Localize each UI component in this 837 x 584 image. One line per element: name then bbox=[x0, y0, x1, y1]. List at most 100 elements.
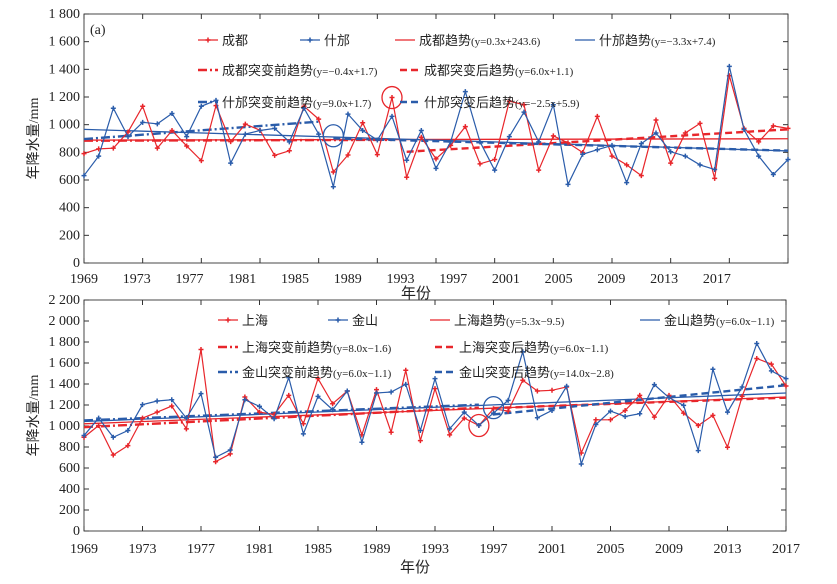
legend-item: 金山突变后趋势(y=14.0x−2.8) bbox=[435, 365, 614, 380]
data-point bbox=[125, 129, 131, 135]
highlight-circle bbox=[468, 413, 490, 438]
legend-equation: (y=−0.4x+1.7) bbox=[313, 66, 378, 78]
data-point bbox=[257, 403, 262, 409]
x-tick-label: 1981 bbox=[246, 542, 274, 557]
y-tick-label: 400 bbox=[59, 201, 80, 216]
data-point bbox=[712, 175, 718, 181]
legend-item: 什邡 bbox=[300, 33, 350, 48]
legend-equation: (y=0.3x+243.6) bbox=[471, 36, 541, 48]
x-tick-label: 1973 bbox=[123, 272, 151, 287]
highlight-circle bbox=[322, 124, 344, 148]
y-tick-label: 1 000 bbox=[49, 118, 81, 133]
data-point bbox=[360, 127, 366, 133]
data-point bbox=[520, 377, 526, 383]
x-tick-label: 1989 bbox=[334, 272, 362, 287]
legend-name: 金山 bbox=[352, 313, 378, 328]
data-point bbox=[183, 415, 189, 421]
data-point bbox=[198, 103, 204, 109]
data-point bbox=[565, 140, 571, 146]
legend-equation: (y=6.0x−1.1) bbox=[716, 316, 775, 328]
y-tick-label: 600 bbox=[59, 461, 80, 476]
x-tick-label: 2009 bbox=[597, 272, 625, 287]
data-point bbox=[330, 184, 336, 190]
data-point bbox=[286, 392, 292, 398]
data-point bbox=[140, 415, 145, 421]
data-point bbox=[462, 124, 468, 130]
legend-item: 金山趋势(y=6.0x−1.1) bbox=[640, 313, 775, 328]
data-point bbox=[154, 145, 160, 151]
x-axis-title: 年份 bbox=[400, 559, 430, 576]
series-line-成都 bbox=[83, 75, 789, 180]
data-point bbox=[594, 147, 600, 153]
legend-item: 上海 bbox=[218, 313, 268, 328]
legend-equation: (y=−2.5x+5.9) bbox=[515, 98, 580, 110]
legend-name: 金山趋势 bbox=[664, 313, 716, 328]
series-line-金山 bbox=[83, 341, 787, 467]
data-point bbox=[492, 157, 498, 163]
data-point bbox=[198, 158, 204, 164]
data-point bbox=[681, 410, 687, 416]
data-point bbox=[286, 139, 292, 145]
legend-equation: (y=6.0x−1.1) bbox=[333, 368, 392, 380]
x-tick-label: 2013 bbox=[650, 272, 678, 287]
x-axis-title: 年份 bbox=[401, 285, 431, 302]
data-point bbox=[228, 139, 234, 145]
data-point bbox=[491, 406, 496, 412]
legend-marker bbox=[335, 317, 341, 323]
data-point bbox=[448, 139, 454, 145]
legend-name: 成都趋势 bbox=[419, 33, 471, 48]
data-point bbox=[110, 434, 116, 440]
data-point bbox=[300, 421, 306, 427]
data-point bbox=[330, 169, 336, 175]
data-point bbox=[461, 409, 467, 415]
legend-label: 上海突变后趋势(y=6.0x−1.1) bbox=[459, 340, 609, 355]
y-tick-label: 0 bbox=[73, 256, 80, 271]
data-point bbox=[286, 375, 292, 381]
data-point bbox=[432, 376, 438, 382]
y-tick-label: 1 800 bbox=[49, 7, 81, 22]
data-point bbox=[198, 391, 204, 397]
data-point bbox=[96, 153, 102, 159]
data-point bbox=[725, 444, 730, 450]
y-tick-label: 200 bbox=[59, 503, 80, 518]
data-point bbox=[725, 409, 730, 415]
legend-name: 成都 bbox=[222, 33, 248, 48]
trend-line-成都趋势 bbox=[83, 138, 789, 141]
data-point bbox=[110, 145, 116, 151]
data-point bbox=[110, 105, 116, 111]
data-point bbox=[492, 167, 498, 173]
data-point bbox=[754, 340, 760, 346]
data-point bbox=[316, 116, 322, 122]
x-tick-label: 1969 bbox=[70, 272, 98, 287]
legend-name: 成都突变前趋势 bbox=[222, 63, 313, 78]
x-tick-label: 1997 bbox=[480, 542, 508, 557]
data-point bbox=[169, 397, 175, 403]
data-point bbox=[695, 448, 701, 454]
data-point bbox=[417, 428, 423, 434]
data-point bbox=[184, 134, 190, 140]
y-tick-label: 2 200 bbox=[49, 293, 81, 308]
data-point bbox=[653, 117, 659, 123]
data-point bbox=[783, 376, 789, 382]
x-tick-label: 2017 bbox=[703, 272, 731, 287]
data-point bbox=[140, 402, 145, 408]
data-point bbox=[536, 167, 542, 173]
data-point bbox=[96, 415, 102, 421]
data-point bbox=[741, 127, 747, 133]
trend-line-金山突变后趋势 bbox=[493, 384, 787, 416]
data-point bbox=[374, 390, 379, 396]
legend-name: 成都突变后趋势 bbox=[424, 63, 515, 78]
data-point bbox=[359, 439, 365, 445]
data-point bbox=[330, 407, 336, 413]
data-point bbox=[565, 181, 571, 187]
data-point bbox=[622, 413, 628, 419]
data-point bbox=[404, 174, 410, 180]
data-point bbox=[785, 157, 791, 163]
panel-label: (a) bbox=[90, 23, 106, 38]
data-point bbox=[608, 408, 613, 414]
legend-item: 上海突变后趋势(y=6.0x−1.1) bbox=[435, 340, 609, 355]
x-tick-label: 1981 bbox=[228, 272, 256, 287]
data-point bbox=[609, 153, 615, 159]
data-point bbox=[388, 429, 394, 435]
